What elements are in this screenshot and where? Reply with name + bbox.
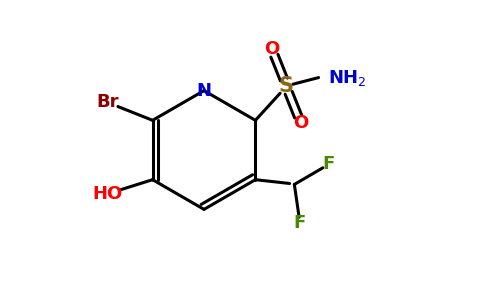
Text: O: O <box>264 40 280 58</box>
Text: O: O <box>293 114 308 132</box>
Text: NH$_2$: NH$_2$ <box>328 68 367 88</box>
Text: HO: HO <box>92 185 122 203</box>
Text: S: S <box>279 76 294 96</box>
Text: F: F <box>322 155 334 173</box>
Text: F: F <box>293 214 305 232</box>
Text: Br: Br <box>96 93 119 111</box>
Text: N: N <box>197 82 212 100</box>
